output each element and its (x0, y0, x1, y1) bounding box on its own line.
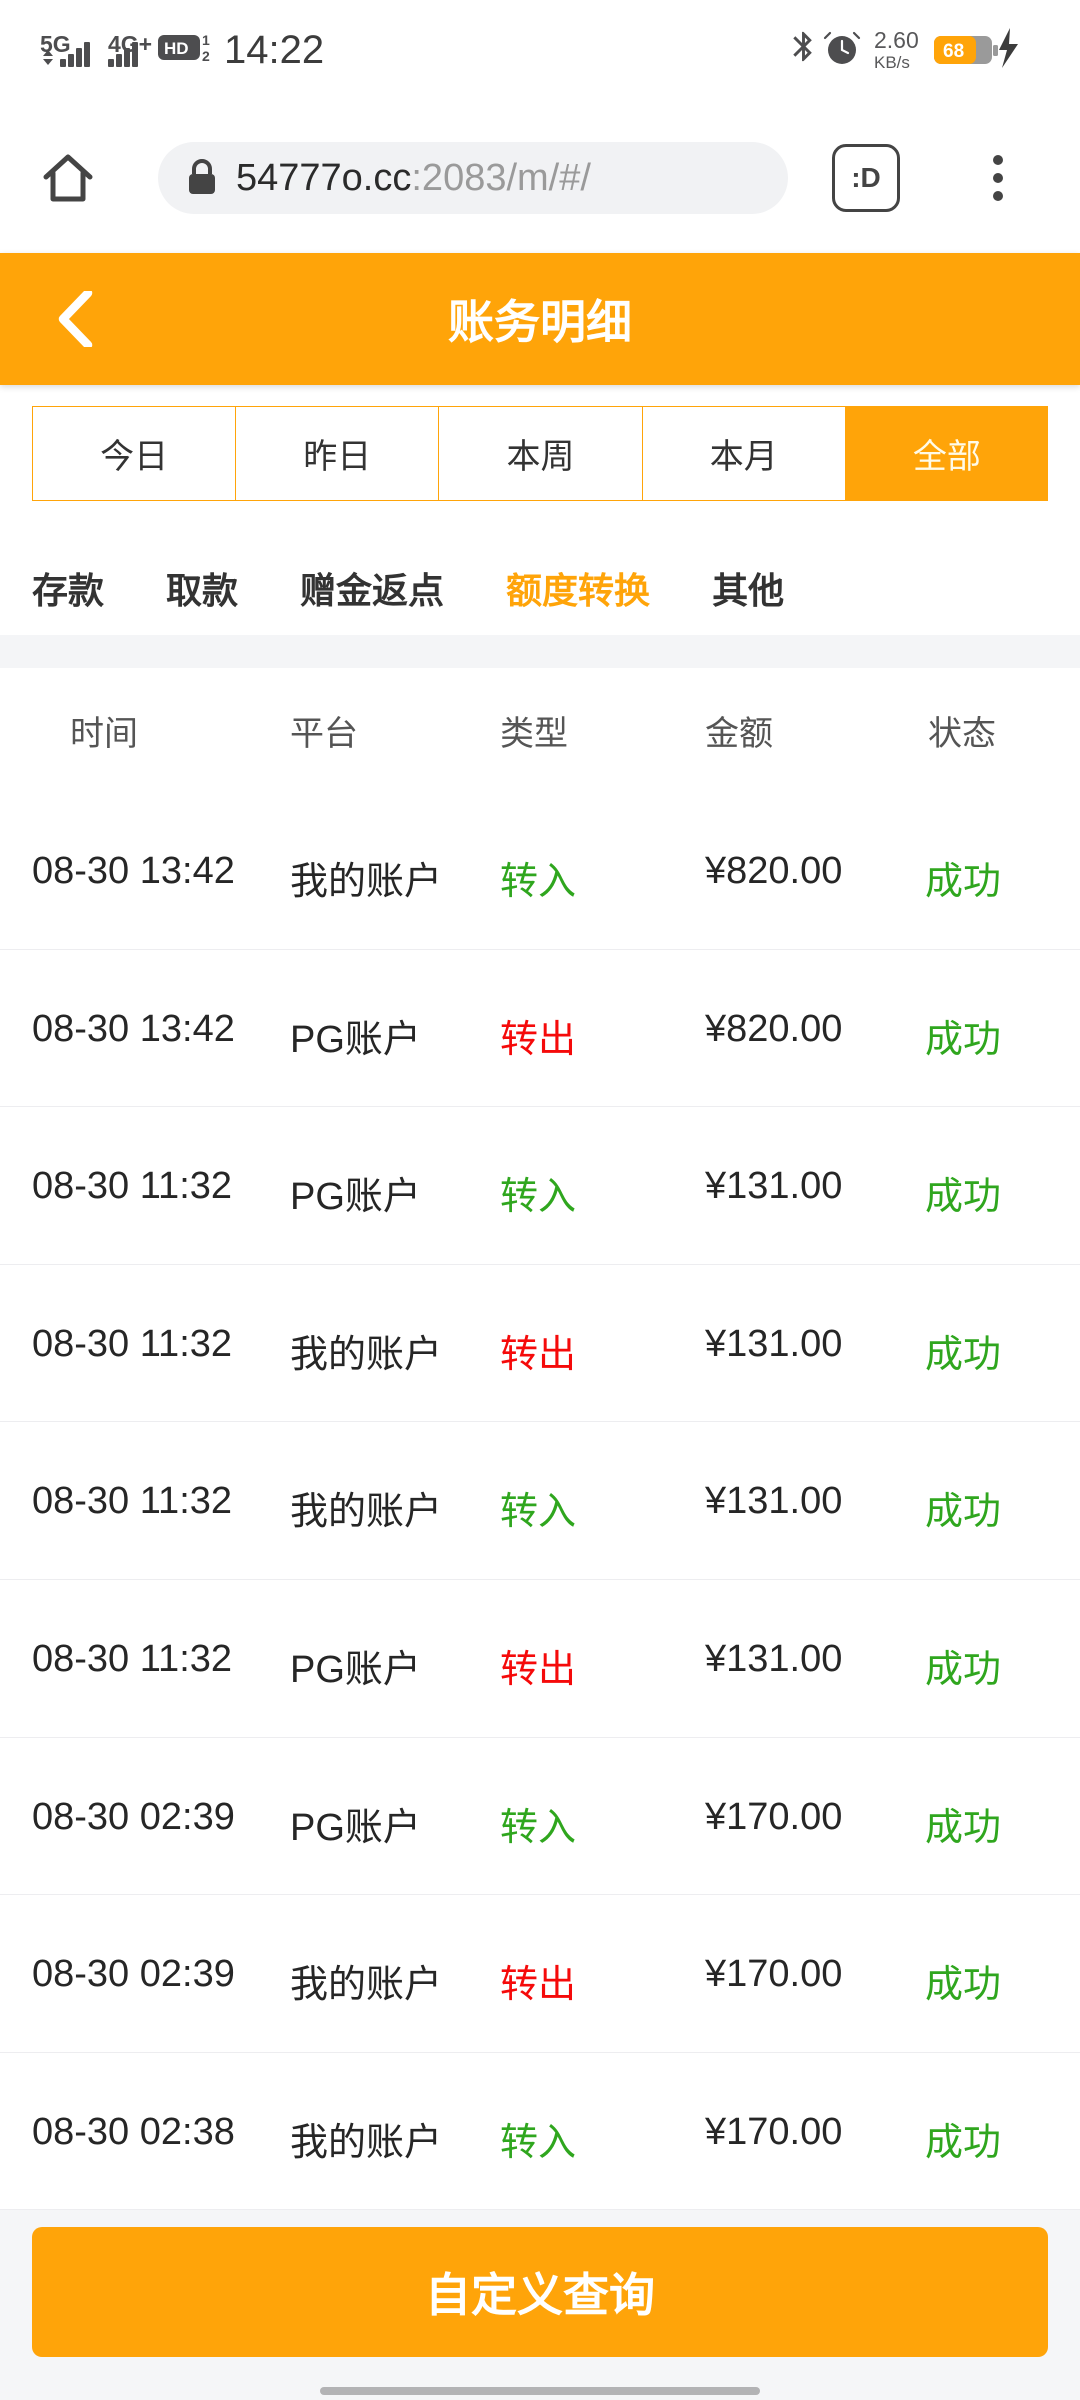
svg-text:2: 2 (202, 48, 210, 64)
svg-text:5G: 5G (40, 32, 71, 57)
svg-text:2.60: 2.60 (874, 28, 919, 53)
svg-text:14:22: 14:22 (224, 32, 324, 72)
svg-text:4G+: 4G+ (108, 32, 152, 57)
svg-text:68: 68 (943, 41, 964, 62)
svg-text:1: 1 (202, 32, 210, 48)
svg-text:KB/s: KB/s (874, 53, 910, 72)
svg-text:HD: HD (164, 39, 189, 58)
